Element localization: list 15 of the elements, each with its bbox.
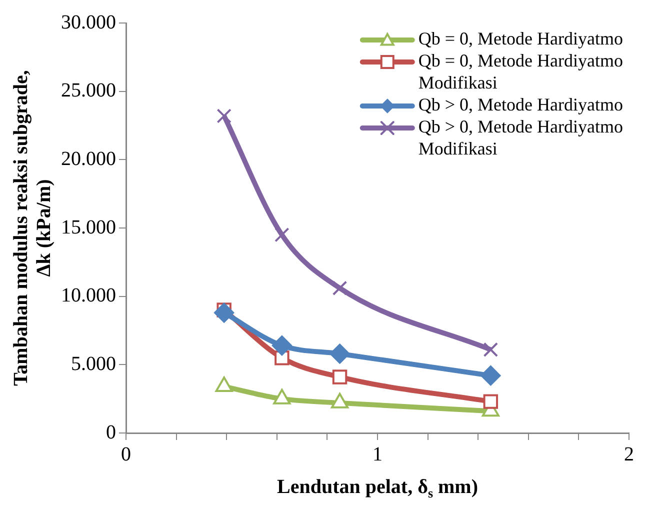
y-tick-label: 0 [106,421,116,444]
x-tick-label: 2 [624,443,634,466]
y-axis-title: Tambahan modulus reaksi subgrade, Δk (kPa/m) [10,70,56,386]
x-tick-label: 1 [372,443,382,466]
legend-label: Qb = 0, Metode Hardiyatmo [418,28,623,49]
y-tick-label: 5.000 [71,352,116,375]
legend-label: Qb > 0, Metode Hardiyatmo Modifikasi [418,116,623,159]
legend-label: Qb > 0, Metode Hardiyatmo [418,94,623,115]
y-tick-label: 30.000 [61,11,116,34]
y-tick-label: 20.000 [61,148,116,170]
x-tick-label: 0 [121,443,131,466]
y-tick-label: 25.000 [61,80,116,102]
y-tick-label: 10.000 [61,284,116,307]
y-tick-label: 15.000 [61,216,116,238]
legend-label: Qb = 0, Metode Hardiyatmo Modifikasi [418,50,623,93]
